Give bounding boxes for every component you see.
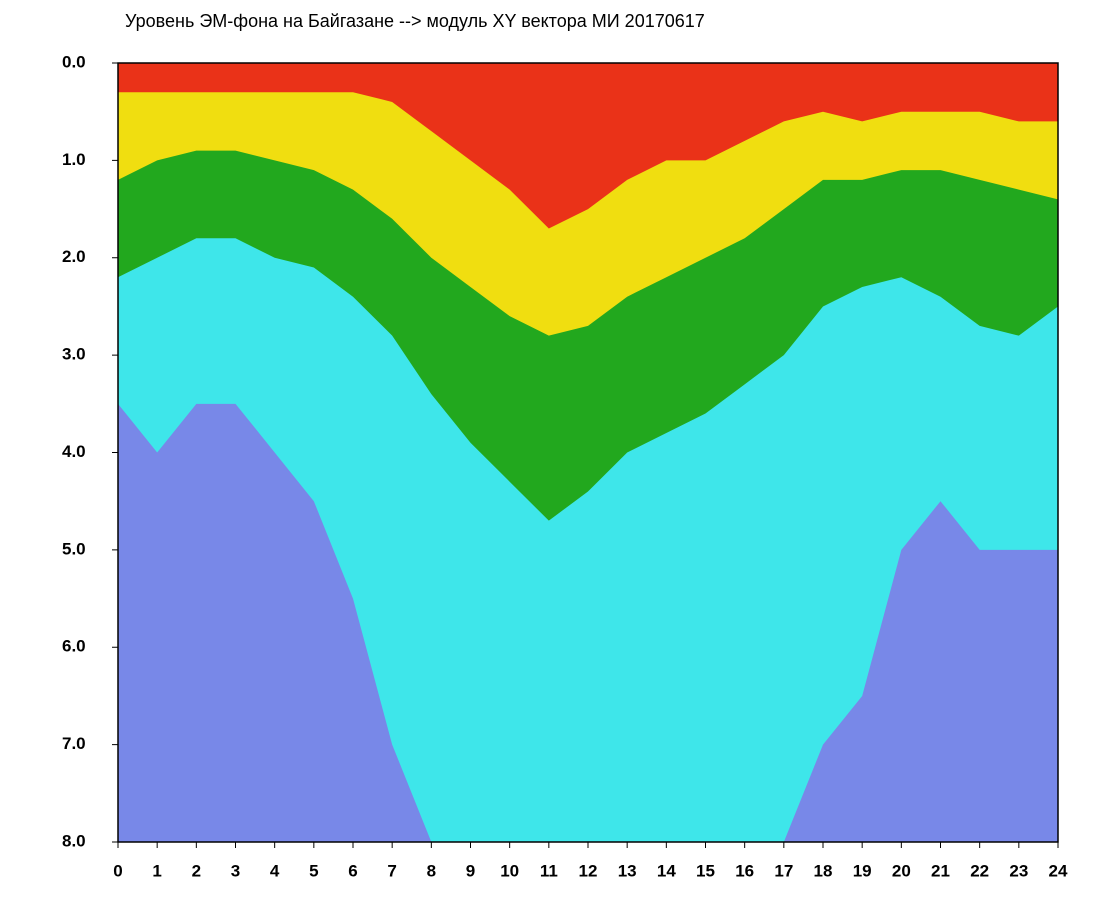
- x-tick-label: 7: [387, 861, 396, 880]
- x-tick-label: 14: [657, 861, 676, 880]
- y-tick-label: 0.0: [62, 52, 86, 71]
- chart-title: Уровень ЭМ-фона на Байгазане --> модуль …: [125, 11, 705, 31]
- x-tick-label: 20: [892, 861, 911, 880]
- x-tick-label: 18: [814, 861, 833, 880]
- x-tick-label: 23: [1009, 861, 1028, 880]
- x-tick-label: 15: [696, 861, 715, 880]
- y-tick-label: 7.0: [62, 734, 86, 753]
- y-tick-label: 5.0: [62, 539, 86, 558]
- x-tick-label: 1: [152, 861, 161, 880]
- x-tick-label: 22: [970, 861, 989, 880]
- y-tick-label: 8.0: [62, 831, 86, 850]
- y-tick-label: 3.0: [62, 345, 86, 364]
- y-tick-label: 6.0: [62, 637, 86, 656]
- x-tick-label: 13: [618, 861, 637, 880]
- x-tick-label: 10: [500, 861, 519, 880]
- x-tick-label: 9: [466, 861, 475, 880]
- x-tick-label: 6: [348, 861, 357, 880]
- x-tick-label: 24: [1049, 861, 1068, 880]
- y-tick-label: 1.0: [62, 150, 86, 169]
- x-tick-label: 2: [192, 861, 201, 880]
- x-tick-label: 5: [309, 861, 318, 880]
- x-tick-label: 21: [931, 861, 950, 880]
- x-tick-label: 3: [231, 861, 240, 880]
- x-tick-label: 16: [735, 861, 754, 880]
- x-tick-label: 8: [427, 861, 436, 880]
- x-tick-label: 0: [113, 861, 122, 880]
- x-tick-label: 4: [270, 861, 280, 880]
- y-tick-label: 2.0: [62, 247, 86, 266]
- x-tick-label: 11: [540, 861, 558, 880]
- x-tick-label: 19: [853, 861, 872, 880]
- x-tick-label: 17: [774, 861, 793, 880]
- zone-area: [118, 63, 1058, 229]
- x-tick-label: 12: [579, 861, 598, 880]
- y-tick-label: 4.0: [62, 442, 86, 461]
